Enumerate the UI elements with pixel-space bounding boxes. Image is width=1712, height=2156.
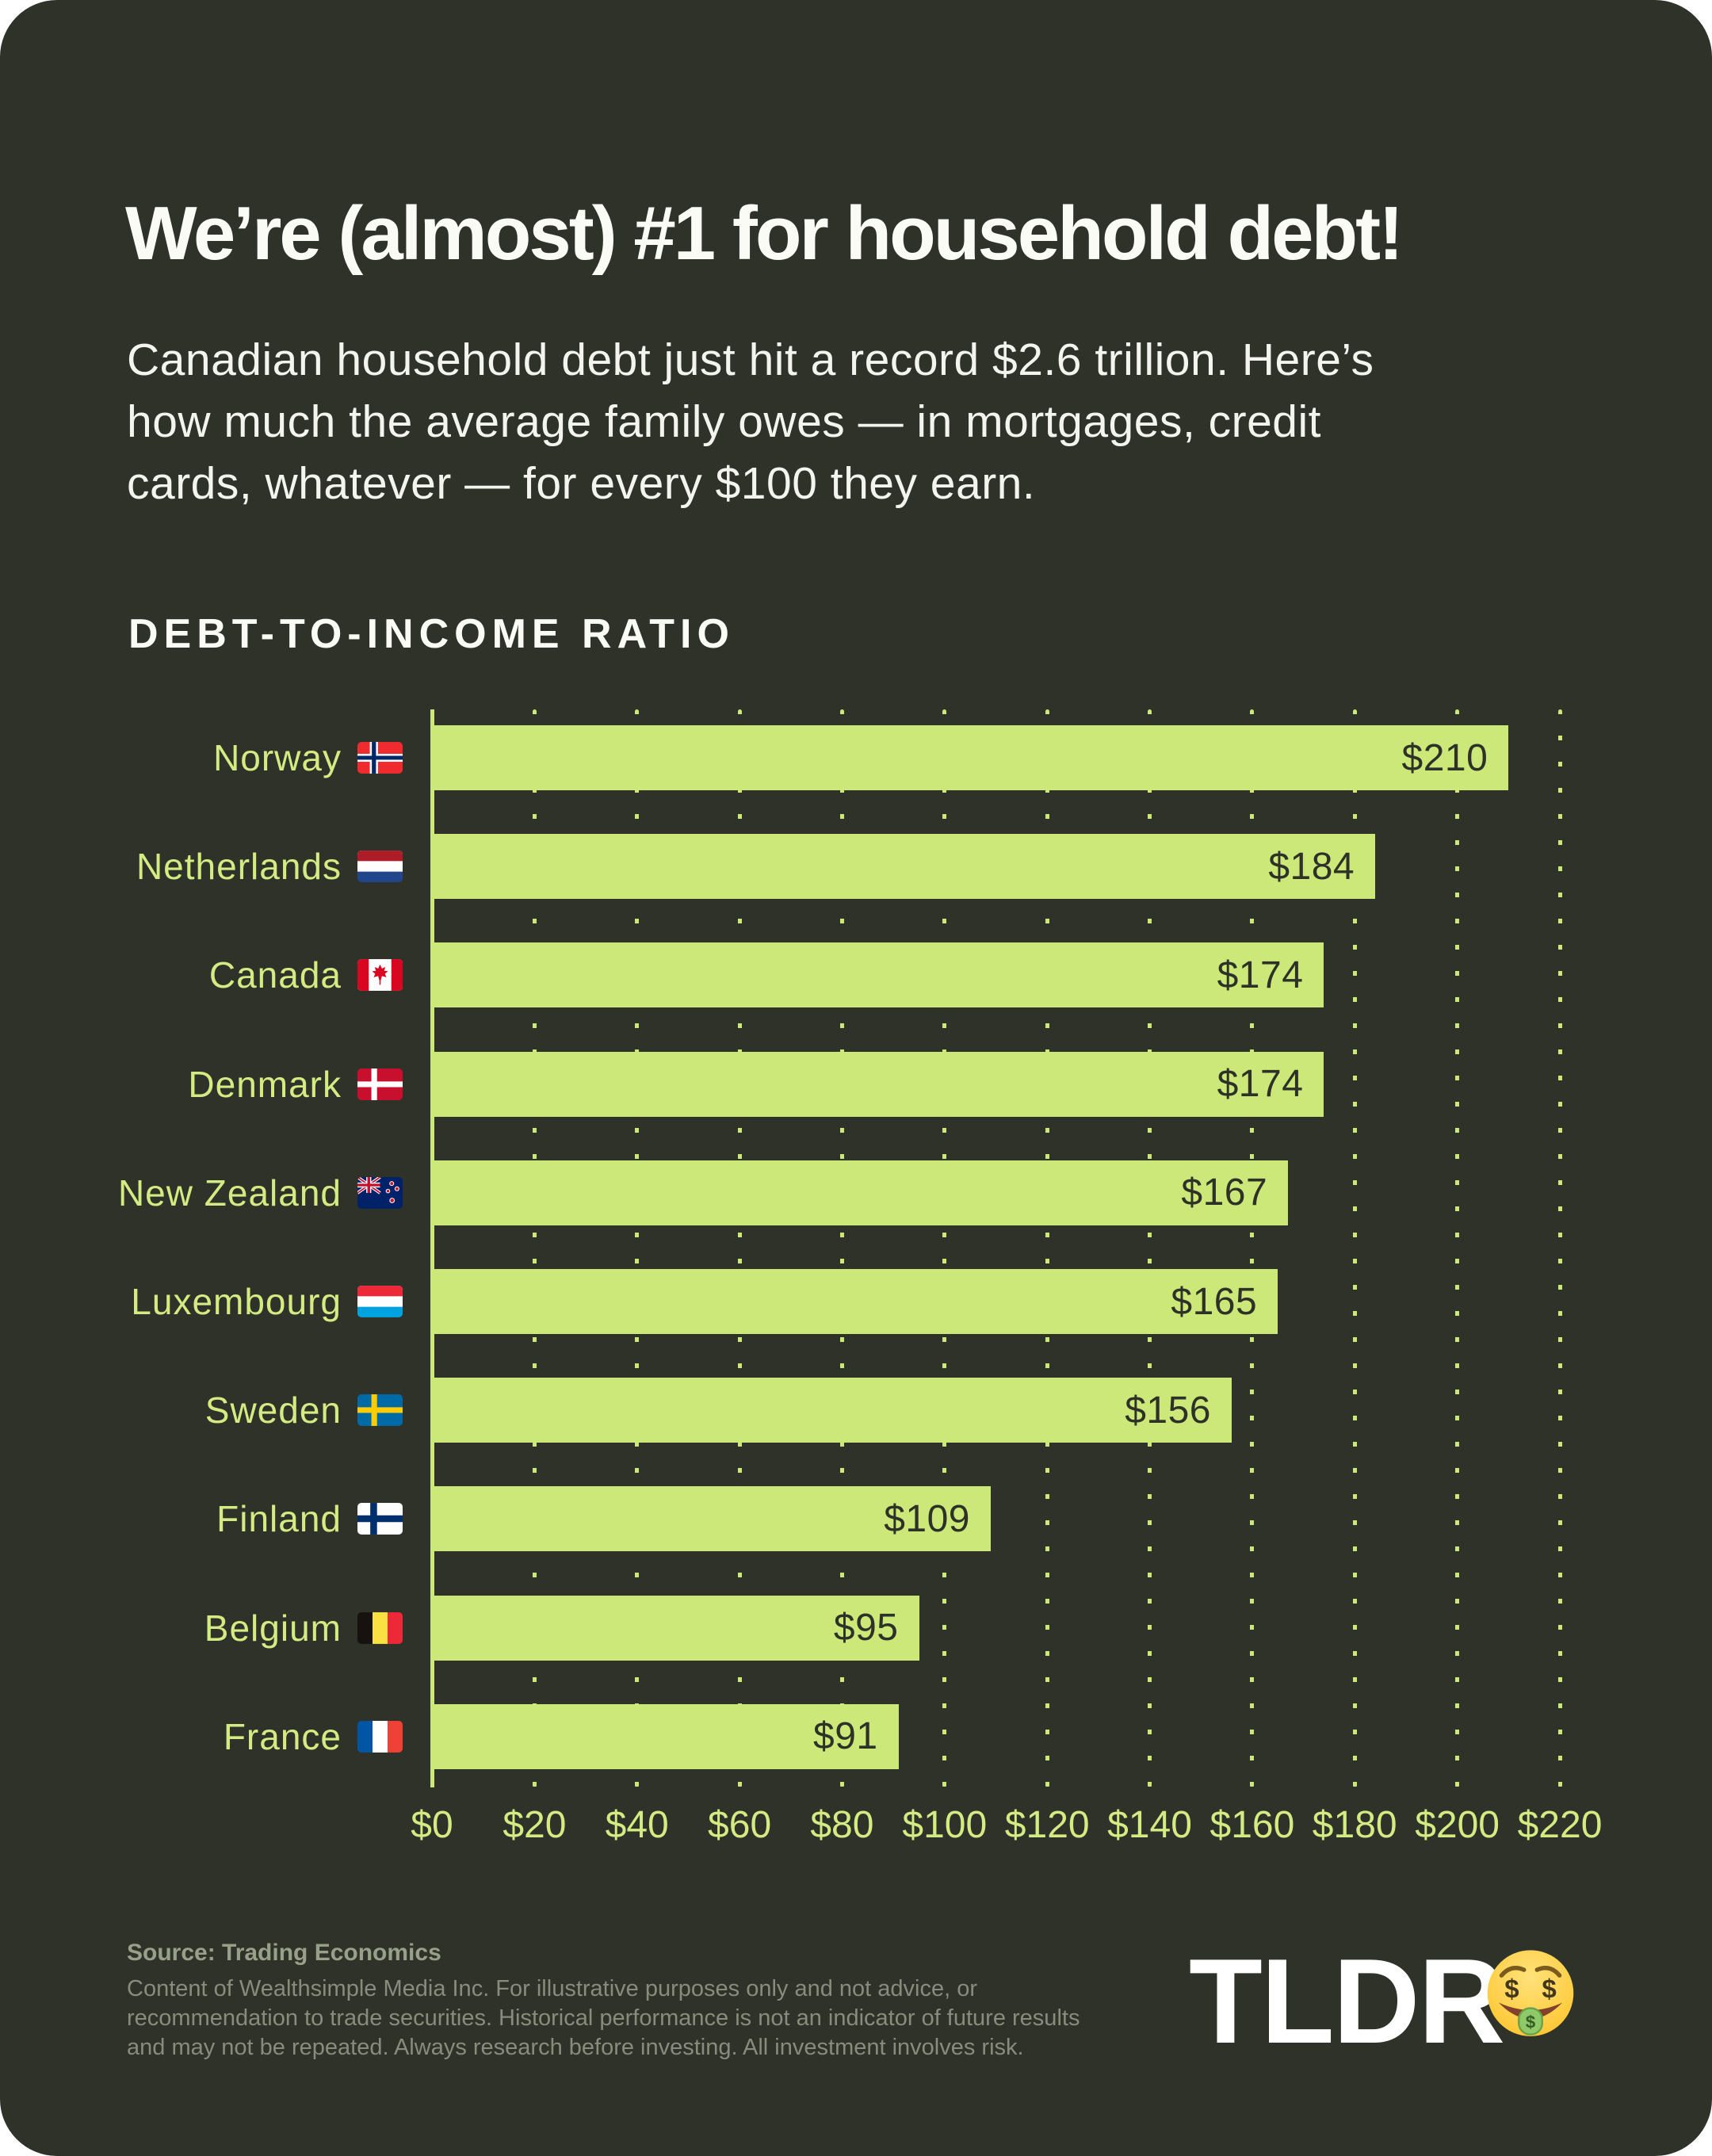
gridline-100 [942, 709, 947, 1787]
bar-value-label: $174 [1217, 954, 1304, 996]
x-tick-label: $60 [708, 1804, 772, 1846]
gridline-120 [1045, 709, 1049, 1787]
page-subtitle: Canadian household debt just hit a recor… [127, 334, 1374, 509]
new-zealand-flag-icon [357, 1176, 403, 1209]
svg-text:$: $ [1542, 1974, 1556, 2004]
bar-value-label: $184 [1268, 845, 1355, 888]
x-tick-label: $220 [1517, 1804, 1603, 1846]
country-label-cell: Denmark [0, 1052, 403, 1117]
debt-bar: $95 [432, 1595, 919, 1661]
bar-value-label: $167 [1181, 1172, 1268, 1214]
bar-row-netherlands: Netherlands $184 [0, 834, 1712, 900]
country-label: Netherlands [136, 846, 342, 888]
debt-bar: $165 [432, 1269, 1278, 1334]
country-label-cell: Belgium [0, 1596, 403, 1661]
gridline-180 [1352, 709, 1357, 1787]
disclaimer-text: Content of Wealthsimple Media Inc. For i… [127, 1976, 1080, 2060]
gridline-140 [1148, 709, 1152, 1787]
x-tick-label: $40 [605, 1804, 669, 1846]
debt-bar: $156 [432, 1378, 1232, 1443]
country-label-cell: Luxembourg [0, 1269, 403, 1334]
chart-heading: DEBT-TO-INCOME RATIO [128, 611, 735, 657]
country-label-cell: Netherlands [0, 834, 403, 899]
netherlands-flag-icon [357, 851, 403, 883]
sweden-flag-icon [357, 1394, 403, 1427]
tldr-logo-text: TLDR [1189, 1934, 1505, 2069]
bar-row-luxembourg: Luxembourg $165 [0, 1269, 1712, 1334]
debt-bar: $174 [432, 942, 1324, 1008]
bar-row-new-zealand: New Zealand $167 [0, 1160, 1712, 1225]
country-label-cell: New Zealand [0, 1160, 403, 1225]
gridline-60 [737, 709, 742, 1787]
country-label: Norway [213, 737, 342, 778]
bar-value-label: $156 [1125, 1389, 1211, 1432]
bar-row-finland: Finland $109 [0, 1486, 1712, 1552]
debt-bar: $174 [432, 1051, 1324, 1117]
x-tick-label: $180 [1312, 1804, 1397, 1846]
bar-row-canada: Canada $174 [0, 942, 1712, 1008]
bar-row-norway: Norway $210 [0, 725, 1712, 790]
canada-flag-icon [357, 959, 403, 992]
x-tick-label: $0 [411, 1804, 453, 1846]
bar-row-denmark: Denmark $174 [0, 1051, 1712, 1117]
country-label: Canada [208, 954, 342, 996]
finland-flag-icon [357, 1503, 403, 1535]
money-mouth-face-icon: $ $ $ [1484, 1948, 1577, 2042]
x-tick-label: $160 [1209, 1804, 1295, 1846]
bar-row-france: France $91 [0, 1703, 1712, 1769]
x-tick-label: $140 [1107, 1804, 1192, 1846]
tldr-logo: TLDR $ $ $ [1189, 1934, 1601, 2069]
country-label-cell: Sweden [0, 1378, 403, 1443]
bar-value-label: $174 [1217, 1063, 1304, 1106]
bar-value-label: $91 [813, 1715, 878, 1758]
x-tick-label: $20 [503, 1804, 567, 1846]
gridline-40 [635, 709, 640, 1787]
gridline-80 [839, 709, 844, 1787]
gridline-160 [1250, 709, 1255, 1787]
x-tick-label: $120 [1004, 1804, 1090, 1846]
debt-bar: $184 [432, 834, 1376, 900]
country-label: Sweden [204, 1390, 342, 1432]
country-label: Finland [216, 1498, 342, 1540]
page-title: We’re (almost) #1 for household debt! [125, 191, 1404, 276]
gridline-200 [1455, 709, 1460, 1787]
country-label: Denmark [188, 1063, 342, 1105]
gridline-220 [1557, 709, 1562, 1787]
svg-text:$: $ [1504, 1974, 1519, 2004]
belgium-flag-icon [357, 1611, 403, 1644]
bar-row-sweden: Sweden $156 [0, 1378, 1712, 1443]
bar-value-label: $210 [1401, 736, 1488, 779]
country-label-cell: Finland [0, 1486, 403, 1551]
bar-row-belgium: Belgium $95 [0, 1595, 1712, 1661]
luxembourg-flag-icon [357, 1286, 403, 1317]
country-label-cell: Norway [0, 725, 403, 790]
country-label-cell: Canada [0, 942, 403, 1007]
debt-bar: $167 [432, 1160, 1289, 1225]
source-note: Source: Trading Economics [127, 1940, 441, 1966]
country-label: Luxembourg [131, 1281, 342, 1322]
y-axis-line [430, 709, 434, 1787]
country-label: France [223, 1715, 342, 1757]
x-tick-label: $100 [902, 1804, 988, 1846]
bar-value-label: $165 [1171, 1280, 1258, 1323]
country-label-cell: France [0, 1704, 403, 1769]
svg-text:$: $ [1526, 2012, 1536, 2032]
x-tick-label: $200 [1415, 1804, 1500, 1846]
debt-to-income-bar-chart: Norway $210 Netherlands $184 Canada $174 Denma… [0, 709, 1712, 1898]
debt-bar: $210 [432, 725, 1509, 790]
x-tick-label: $80 [810, 1804, 874, 1846]
country-label: New Zealand [117, 1172, 342, 1214]
france-flag-icon [357, 1720, 403, 1753]
country-label: Belgium [204, 1607, 342, 1649]
norway-flag-icon [357, 742, 403, 774]
bar-value-label: $109 [884, 1497, 970, 1540]
debt-bar: $91 [432, 1703, 899, 1769]
denmark-flag-icon [357, 1068, 403, 1100]
gridline-20 [532, 709, 537, 1787]
bar-value-label: $95 [833, 1607, 899, 1649]
debt-bar: $109 [432, 1486, 991, 1552]
